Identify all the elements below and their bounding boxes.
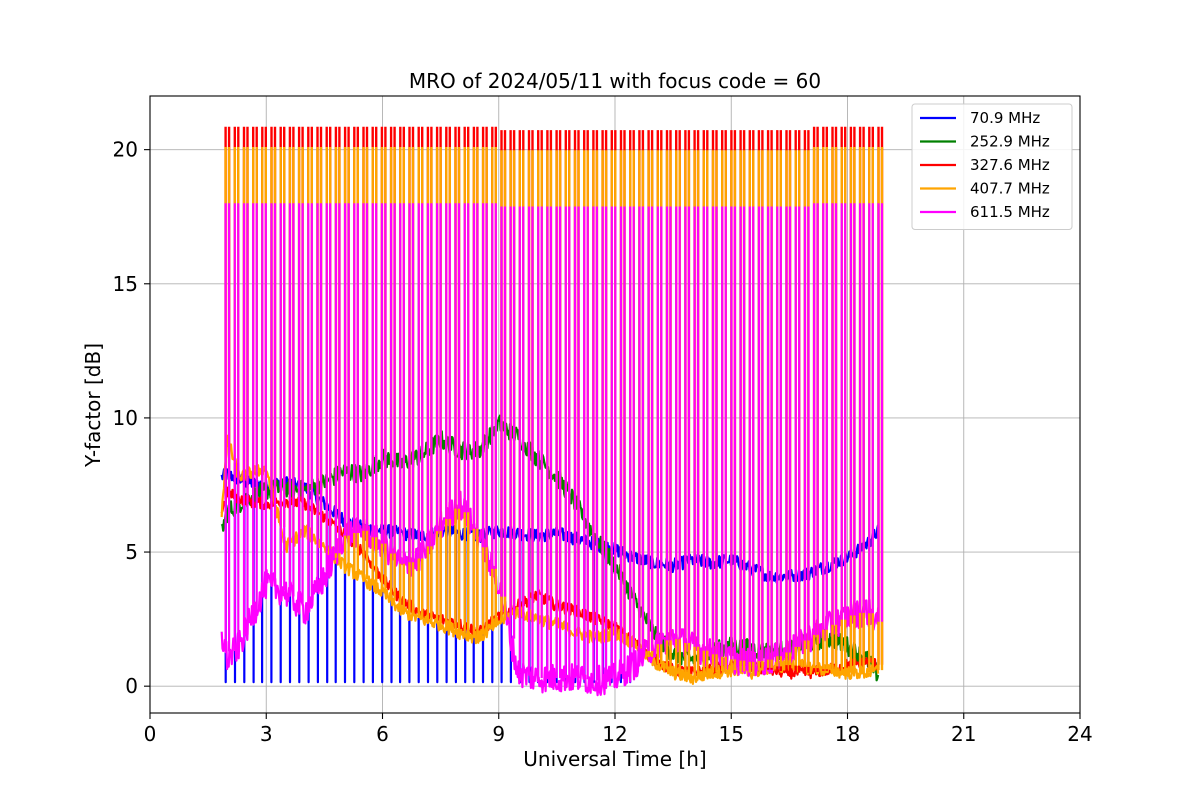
x-tick-label: 12 (602, 722, 627, 746)
legend: 70.9 MHz 252.9 MHz 327.6 MHz 407.7 MHz 611.5… (911, 103, 1073, 230)
chart-title: MRO of 2024/05/11 with focus code = 60 (409, 69, 821, 93)
legend-entry: 70.9 MHz (970, 109, 1040, 127)
x-tick-label: 6 (376, 722, 389, 746)
y-tick-label: 0 (125, 674, 138, 698)
y-tick-label: 20 (113, 138, 138, 162)
calibration-spikes (224, 126, 884, 681)
legend-box (911, 103, 1073, 230)
x-tick-label: 15 (719, 722, 744, 746)
legend-entry: 611.5 MHz (970, 203, 1050, 221)
legend-entry: 252.9 MHz (970, 133, 1050, 151)
x-tick-label: 3 (260, 722, 273, 746)
y-tick-label: 15 (113, 272, 138, 296)
x-axis-label: Universal Time [h] (523, 747, 706, 771)
x-tick-label: 24 (1067, 722, 1092, 746)
legend-entry: 407.7 MHz (970, 180, 1050, 198)
y-tick-label: 10 (113, 406, 138, 430)
x-tick-label: 21 (951, 722, 976, 746)
x-tick-label: 0 (144, 722, 157, 746)
x-tick-label: 9 (492, 722, 505, 746)
y-tick-label: 5 (125, 540, 138, 564)
legend-entry: 327.6 MHz (970, 156, 1050, 174)
y-axis-label: Y-factor [dB] (81, 343, 105, 468)
axis-ticks: 0 3 6 9 12 15 18 21 24 0 5 10 15 20 (113, 138, 1093, 746)
x-tick-label: 18 (835, 722, 860, 746)
